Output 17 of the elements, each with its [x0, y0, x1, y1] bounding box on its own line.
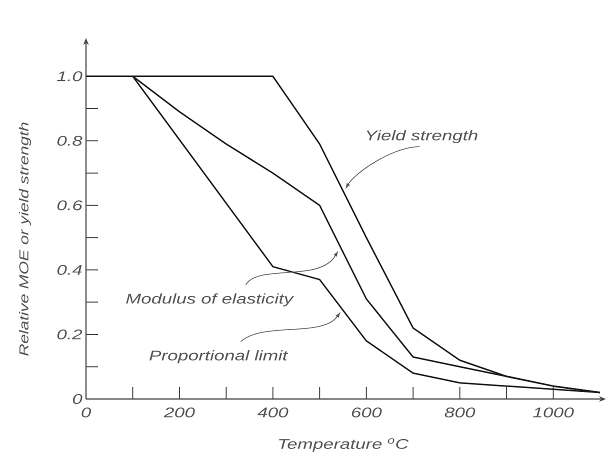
x-tick-label: 1000 — [533, 408, 574, 418]
y-tick-label: 0 — [72, 394, 82, 404]
y-tick-label: 0.4 — [57, 264, 82, 275]
annotation: Modulus of elasticity — [126, 293, 294, 306]
y-tick-label: 0.8 — [57, 136, 82, 146]
x-tick-label: 200 — [164, 408, 195, 418]
y-tick-label: 1.0 — [57, 71, 82, 82]
x-tick-label: 0 — [82, 408, 92, 418]
y-tick-label: 0.6 — [57, 200, 82, 210]
y-tick-label: 0.2 — [57, 329, 82, 340]
x-tick-label: 800 — [444, 408, 476, 418]
x-tick-label: 400 — [258, 408, 288, 418]
x-axis-title: Temperature $^{o}$C — [279, 438, 409, 452]
annotation: Yield strength — [366, 130, 478, 144]
y-axis-title: Relative MOE or yield strength — [18, 122, 32, 356]
x-tick-label: 600 — [352, 408, 382, 418]
annotation: Proportional limit — [149, 350, 288, 364]
